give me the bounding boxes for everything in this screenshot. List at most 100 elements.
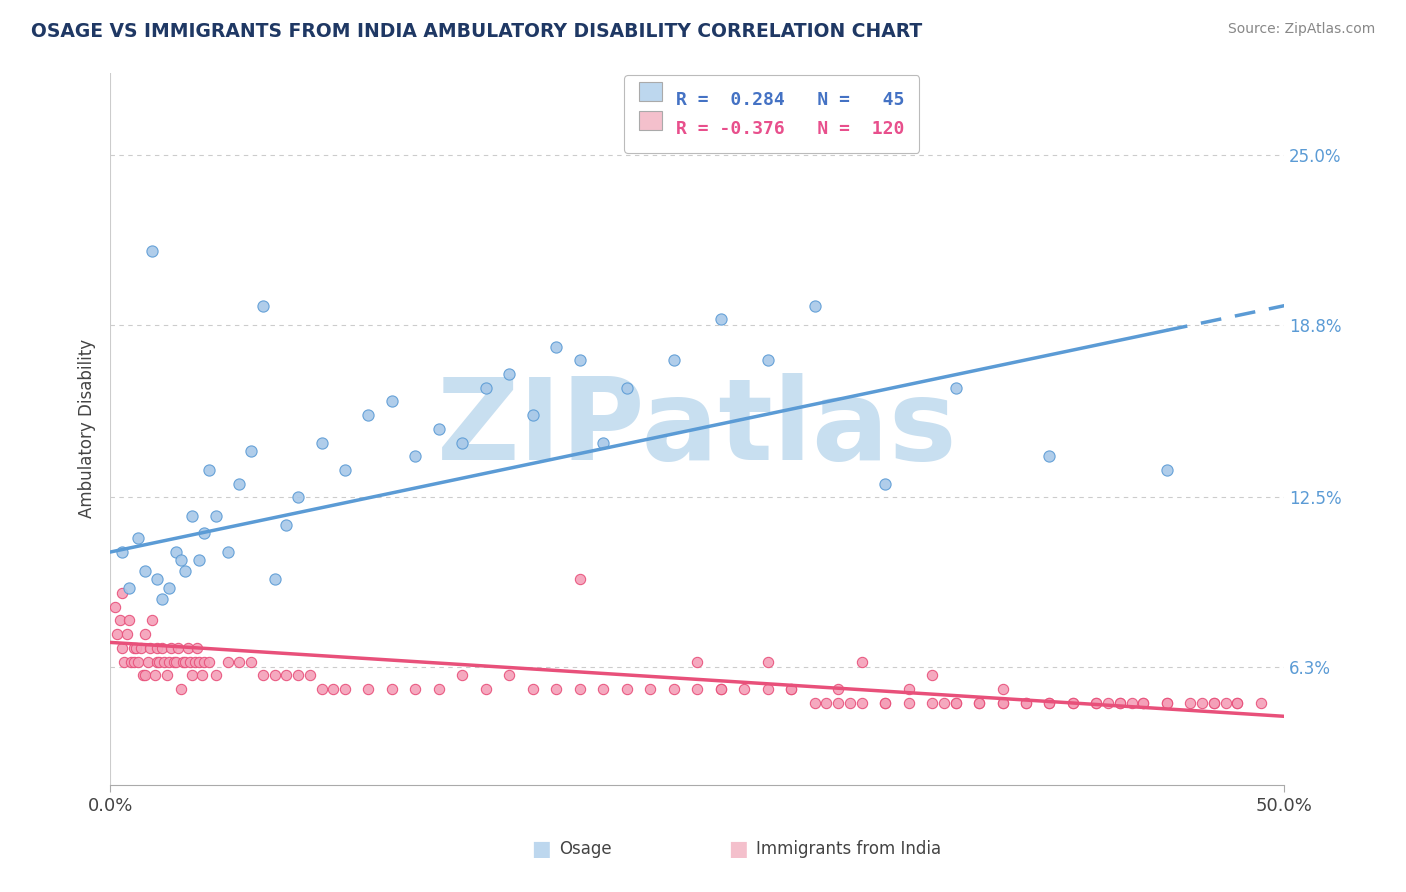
Point [710,681,733,696]
Point [1038,696,1060,710]
Point [1132,696,1154,710]
Point [263,573,285,587]
Point [276,517,298,532]
Point [662,353,685,368]
Point [827,681,849,696]
Point [190,668,212,682]
Point [1156,463,1178,477]
Point [451,435,474,450]
Point [333,681,356,696]
Point [217,655,239,669]
Point [1250,696,1272,710]
Point [546,681,568,696]
Point [263,668,285,682]
Point [404,449,426,463]
Point [118,614,141,628]
Point [134,668,156,682]
Point [143,668,166,682]
Point [616,681,638,696]
Point [150,591,173,606]
Point [287,491,309,505]
Point [112,655,135,669]
Point [1226,696,1249,710]
Point [592,681,614,696]
Point [1062,696,1084,710]
Point [1085,696,1108,710]
Legend: R =  0.284   N =   45, R = -0.376   N =  120: R = 0.284 N = 45, R = -0.376 N = 120 [624,75,920,153]
Point [157,655,180,669]
Point [1156,696,1178,710]
Point [780,681,803,696]
Point [169,681,191,696]
Point [616,381,638,395]
Point [1156,696,1178,710]
Point [181,509,204,524]
Point [240,443,263,458]
Point [197,463,219,477]
Point [134,627,156,641]
Point [803,299,825,313]
Point [875,696,897,710]
Point [183,655,205,669]
Point [129,640,152,655]
Point [181,668,204,682]
Point [160,640,183,655]
Point [686,655,709,669]
Text: ■: ■ [531,839,551,859]
Point [1180,696,1202,710]
Point [710,681,733,696]
Point [1038,696,1060,710]
Point [197,655,219,669]
Point [188,655,211,669]
Point [167,640,190,655]
Point [205,668,228,682]
Point [165,545,187,559]
Point [1109,696,1132,710]
Point [568,353,591,368]
Point [1085,696,1108,710]
Point [174,564,197,578]
Point [945,381,967,395]
Point [522,681,544,696]
Point [193,525,215,540]
Point [1038,449,1060,463]
Point [427,681,450,696]
Point [125,640,148,655]
Point [311,681,333,696]
Point [228,476,250,491]
Point [174,655,197,669]
Point [205,509,228,524]
Point [1215,696,1237,710]
Point [967,696,990,710]
Point [169,553,191,567]
Point [756,681,779,696]
Point [188,553,211,567]
Point [217,545,239,559]
Point [252,299,274,313]
Point [451,668,474,682]
Point [592,435,614,450]
Point [568,681,591,696]
Point [1191,696,1213,710]
Point [193,655,215,669]
Point [932,696,955,710]
Point [815,696,838,710]
Point [157,581,180,595]
Point [357,681,380,696]
Text: Immigrants from India: Immigrants from India [756,840,942,858]
Point [1202,696,1225,710]
Point [1226,696,1249,710]
Point [851,655,873,669]
Point [875,476,897,491]
Point [1015,696,1038,710]
Point [522,408,544,422]
Point [991,696,1014,710]
Point [155,668,177,682]
Point [115,627,138,641]
Point [150,640,173,655]
Point [287,668,309,682]
Point [153,655,176,669]
Point [146,573,169,587]
Point [162,655,184,669]
Point [475,381,498,395]
